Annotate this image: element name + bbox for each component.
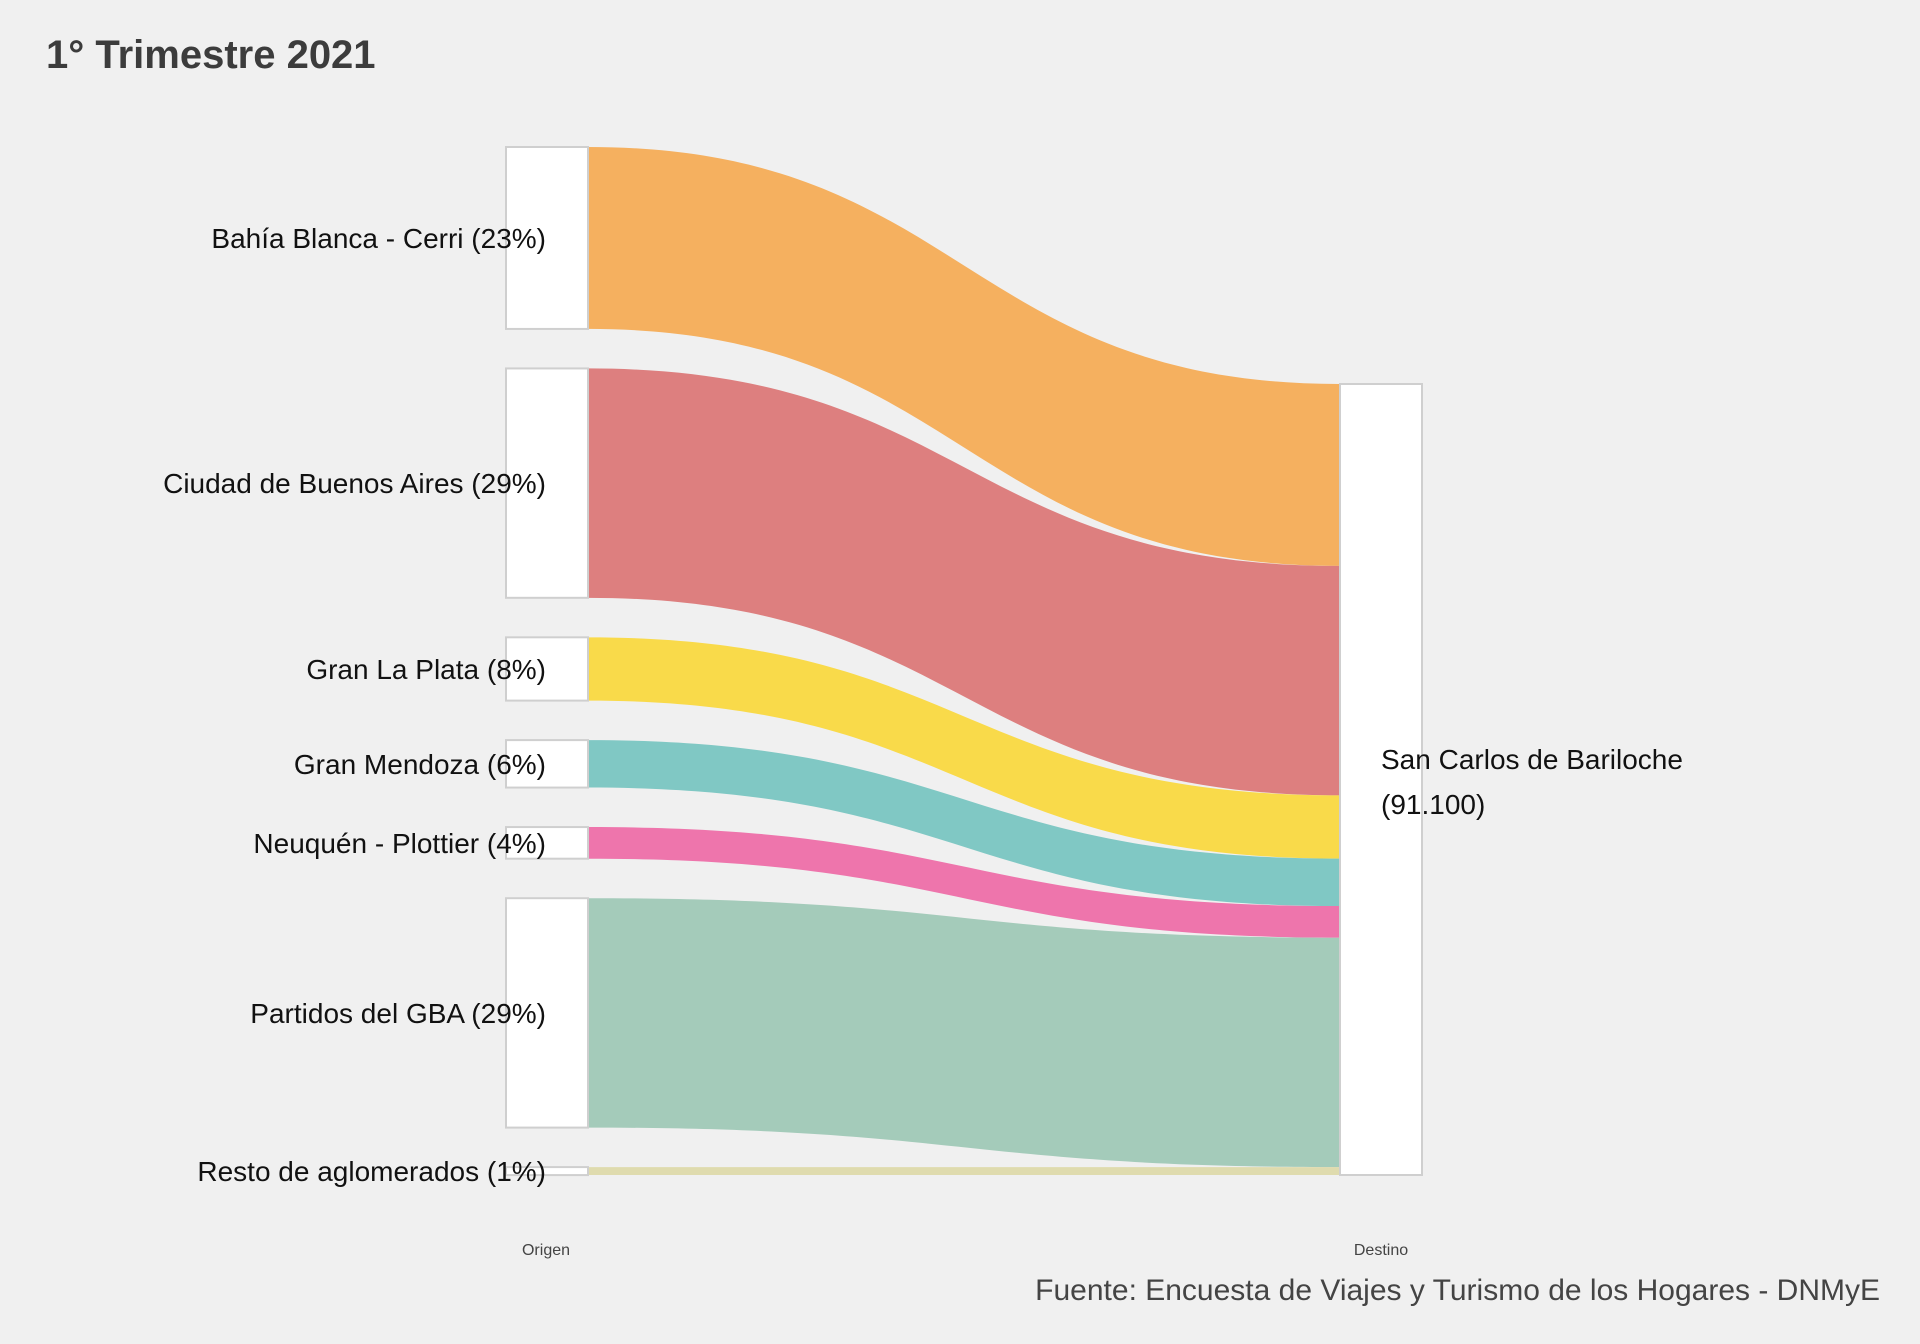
flow-4 (588, 827, 1340, 938)
destination-axis-label: Destino (1354, 1242, 1408, 1259)
origin-label-5: Partidos del GBA (29%) (250, 998, 546, 1029)
origin-nodes-group: Bahía Blanca - Cerri (23%) Ciudad de Buen… (163, 146, 589, 1187)
origin-label-4: Neuquén - Plottier (4%) (253, 828, 546, 859)
flow-0 (588, 147, 1340, 566)
destination-name-label: San Carlos de Bariloche (1381, 744, 1683, 775)
flow-2 (588, 637, 1340, 859)
origin-axis-label: Origen (522, 1242, 570, 1259)
destination-node-group: San Carlos de Bariloche (91.100) (1339, 383, 1683, 1176)
origin-node-3 (505, 739, 589, 789)
origin-label-6: Resto de aglomerados (1%) (197, 1156, 546, 1187)
origin-label-0: Bahía Blanca - Cerri (23%) (211, 223, 546, 254)
flow-1 (588, 368, 1340, 796)
flow-3 (588, 740, 1340, 907)
source-caption: Fuente: Encuesta de Viajes y Turismo de … (1035, 1274, 1880, 1307)
chart-title: 1° Trimestre 2021 (46, 33, 376, 77)
flow-6 (588, 1167, 1340, 1175)
flows-group (588, 147, 1340, 1175)
origin-label-1: Ciudad de Buenos Aires (29%) (163, 468, 546, 499)
origin-node-5 (505, 897, 589, 1129)
origin-node-1 (505, 367, 589, 599)
destination-value-label: (91.100) (1381, 789, 1485, 820)
destination-node (1339, 383, 1423, 1176)
origin-node-0 (505, 146, 589, 330)
origin-label-2: Gran La Plata (8%) (306, 654, 546, 685)
origin-label-3: Gran Mendoza (6%) (294, 749, 546, 780)
flow-5 (588, 898, 1340, 1168)
origin-node-4 (505, 826, 589, 860)
origin-node-2 (505, 636, 589, 702)
origin-node-6 (505, 1166, 589, 1177)
